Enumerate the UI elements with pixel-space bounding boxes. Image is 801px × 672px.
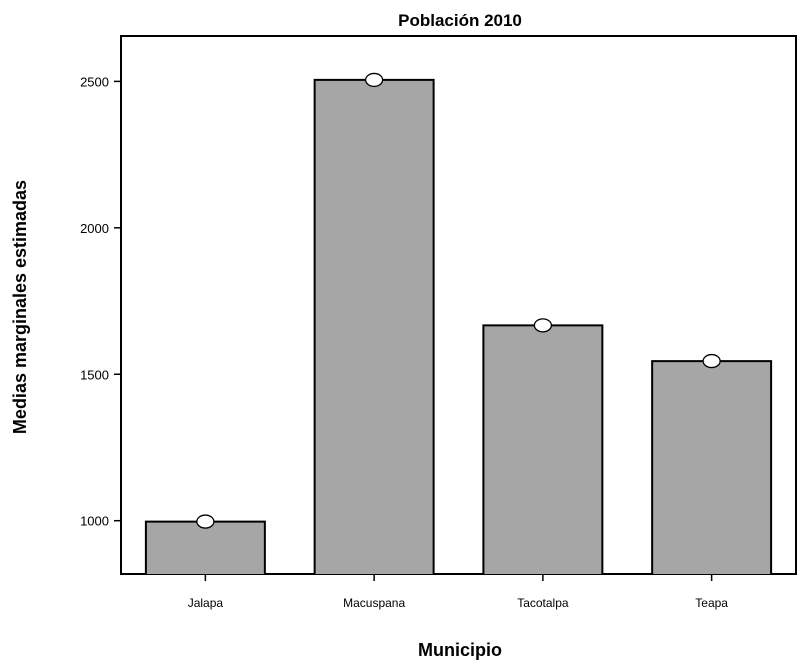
bar: [483, 325, 603, 574]
x-axis-title: Municipio: [418, 640, 502, 660]
chart-title: Población 2010: [398, 11, 522, 30]
y-tick-label: 2000: [80, 221, 109, 236]
mean-marker: [533, 318, 553, 333]
x-tick-label: Teapa: [695, 596, 728, 610]
bar: [652, 361, 772, 574]
y-tick-label: 2500: [80, 74, 109, 89]
x-tick-label: Jalapa: [188, 596, 224, 610]
y-axis-title: Medias marginales estimadas: [10, 180, 30, 434]
mean-marker: [196, 514, 215, 529]
bar: [314, 79, 434, 574]
x-tick-label: Tacotalpa: [517, 596, 569, 610]
plot-frame: [120, 35, 797, 575]
mean-marker: [364, 72, 384, 88]
chart-marks: 1000 1500 2000 2500 Jalapa Macuspana Tacotalpa…: [80, 72, 773, 610]
bar: [145, 521, 265, 574]
x-tick-label: Macuspana: [343, 596, 405, 610]
y-tick-label: 1000: [80, 514, 109, 529]
mean-marker: [702, 353, 721, 369]
y-tick-label: 1500: [80, 367, 109, 382]
